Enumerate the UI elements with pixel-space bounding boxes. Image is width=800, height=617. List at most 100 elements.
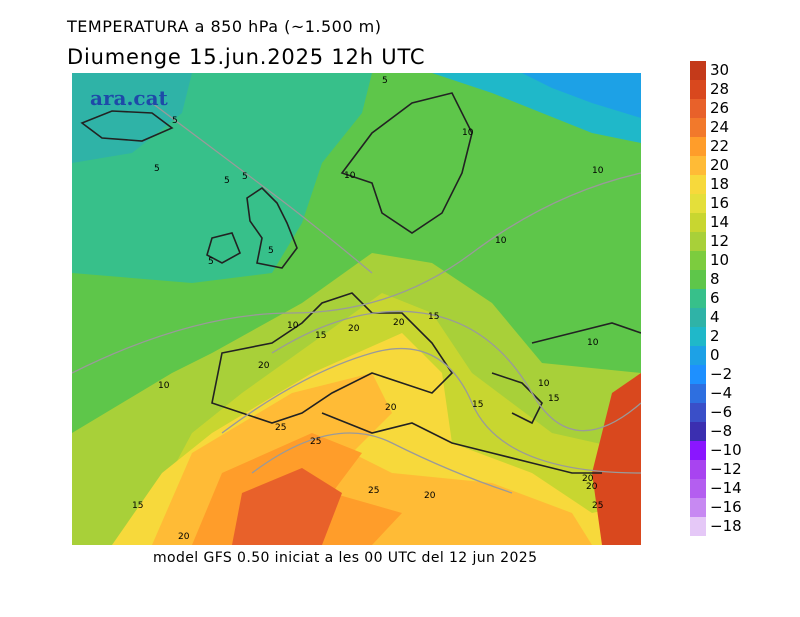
isotherm-5 — [151, 102, 373, 274]
legend-swatch — [690, 479, 706, 498]
contour-label: 5 — [382, 76, 388, 86]
contour-label: 25 — [368, 486, 379, 496]
legend-swatch — [690, 460, 706, 479]
legend-scale: 302826242220181614121086420−2−4−6−8−10−1… — [690, 61, 742, 536]
map-title: TEMPERATURA a 850 hPa (~1.500 m) — [67, 17, 382, 36]
legend-label: 24 — [710, 118, 729, 136]
legend-label: 16 — [710, 194, 729, 212]
legend-label: −14 — [710, 479, 742, 497]
legend-label: 28 — [710, 80, 729, 98]
extreme-hot-zone — [232, 468, 342, 545]
isotherm-20 — [221, 347, 642, 474]
very-cold-zone — [522, 73, 641, 118]
scandinavia-outline — [340, 92, 473, 234]
legend-label: 26 — [710, 99, 729, 117]
legend-swatch — [690, 270, 706, 289]
isotherm-25 — [251, 432, 513, 494]
legend-swatch — [690, 422, 706, 441]
contour-label: 10 — [462, 128, 474, 138]
map-canvas: ara.cat 5 5 5 5 5 5 5 10 10 10 10 10 10 … — [71, 73, 642, 545]
contour-label: 10 — [287, 321, 299, 331]
black-sea-coast — [531, 322, 642, 344]
legend-swatch — [690, 137, 706, 156]
cold-zone-iceland — [72, 73, 192, 163]
legend-label: 30 — [710, 61, 729, 79]
contour-label: 15 — [428, 312, 439, 322]
greece-outline — [491, 372, 543, 425]
contour-label: 15 — [315, 331, 326, 341]
legend-label: 2 — [710, 327, 720, 345]
contour-label: 5 — [154, 164, 160, 174]
legend-swatch — [690, 61, 706, 80]
britain-outline — [246, 186, 298, 269]
contour-label: 20 — [348, 324, 360, 334]
contour-label: 5 — [224, 176, 230, 186]
contour-label: 20 — [582, 474, 594, 484]
contour-label: 5 — [242, 172, 248, 182]
contour-label: 10 — [158, 381, 170, 391]
legend-label: −16 — [710, 498, 742, 516]
isotherms — [71, 102, 642, 494]
legend-swatch — [690, 365, 706, 384]
europe-south-outline — [211, 292, 454, 424]
isotherm-15 — [271, 310, 642, 432]
legend-swatch — [690, 175, 706, 194]
legend-swatch — [690, 517, 706, 536]
legend-swatch — [690, 80, 706, 99]
contour-label: 10 — [538, 379, 550, 389]
coastlines — [80, 92, 642, 474]
contour-label: 20 — [424, 491, 436, 501]
legend-label: −6 — [710, 403, 732, 421]
legend-label: 22 — [710, 137, 729, 155]
contour-label: 25 — [310, 437, 321, 447]
legend-label: −2 — [710, 365, 732, 383]
contour-label: 15 — [132, 501, 143, 511]
legend-label: −10 — [710, 441, 742, 459]
legend-label: 0 — [710, 346, 720, 364]
legend-swatch — [690, 99, 706, 118]
legend-label: −8 — [710, 422, 732, 440]
legend-label: 14 — [710, 213, 729, 231]
legend-label: 8 — [710, 270, 720, 288]
contour-label: 20 — [393, 318, 405, 328]
legend-swatch — [690, 308, 706, 327]
contour-label: 15 — [472, 400, 483, 410]
legend-label: −18 — [710, 517, 742, 535]
model-info: model GFS 0.50 iniciat a les 00 UTC del … — [153, 550, 538, 566]
legend-swatch — [690, 498, 706, 517]
legend-label: 10 — [710, 251, 729, 269]
contour-label: 20 — [586, 482, 598, 492]
legend-swatch — [690, 384, 706, 403]
contour-label: 20 — [178, 532, 190, 542]
legend-swatch — [690, 194, 706, 213]
contour-label: 10 — [587, 338, 599, 348]
legend-label: −12 — [710, 460, 742, 478]
contour-label: 5 — [268, 246, 274, 256]
legend-swatch — [690, 118, 706, 137]
logo-text: ara.cat — [90, 86, 169, 110]
legend-swatch — [690, 156, 706, 175]
legend-swatch — [690, 232, 706, 251]
legend-swatch — [690, 289, 706, 308]
map-date: Diumenge 15.jun.2025 12h UTC — [67, 45, 426, 69]
contour-labels: 5 5 5 5 5 5 5 10 10 10 10 10 10 10 15 15… — [132, 76, 604, 542]
contour-label: 15 — [548, 394, 559, 404]
contour-label: 10 — [592, 166, 604, 176]
contour-label: 20 — [258, 361, 270, 371]
legend-swatch — [690, 251, 706, 270]
temperature-legend: 30 28 26 24 22 20 18 16 14 12 10 8 6 4 2 0 −2 −4 −6 −8 −10 −1… — [690, 61, 750, 557]
contour-label: 20 — [385, 403, 397, 413]
temperature-map: ara.cat 5 5 5 5 5 5 5 10 10 10 10 10 10 … — [71, 73, 642, 545]
contour-label: 25 — [275, 423, 286, 433]
hot-zone-middle-east — [592, 373, 641, 545]
legend-label: −4 — [710, 384, 732, 402]
legend-swatch — [690, 213, 706, 232]
legend-swatch — [690, 327, 706, 346]
ireland-outline — [206, 232, 242, 264]
legend-swatch — [690, 441, 706, 460]
legend-label: 20 — [710, 156, 729, 174]
contour-label: 10 — [344, 171, 356, 181]
legend-label: 4 — [710, 308, 720, 326]
contour-label: 5 — [172, 116, 178, 126]
iceland-outline — [80, 110, 174, 142]
